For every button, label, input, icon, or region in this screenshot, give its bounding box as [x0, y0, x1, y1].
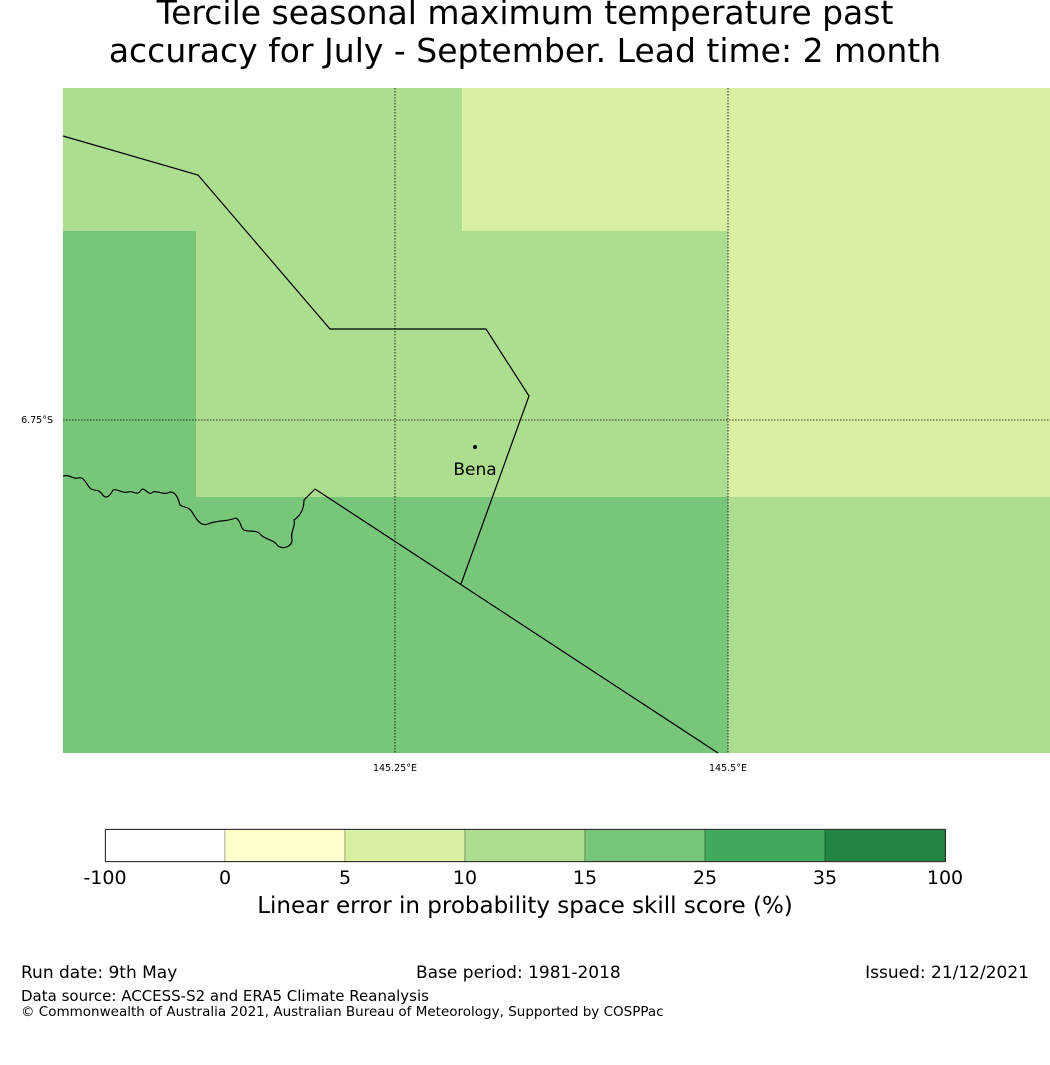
- map-title: Tercile seasonal maximum temperature pas…: [0, 0, 1050, 70]
- grid-cell: [462, 88, 595, 231]
- grid-cell: [728, 231, 861, 364]
- grid-cell: [196, 364, 329, 497]
- colorbar-bin: [104, 828, 226, 863]
- colorbar-tick-label: 35: [813, 867, 837, 889]
- grid-cell: [595, 88, 728, 231]
- lon-tick-label: 145.25°E: [373, 763, 417, 774]
- colorbar-tick-label: 5: [339, 867, 351, 889]
- grid-cell: [63, 364, 196, 497]
- colorbar-label: Linear error in probability space skill …: [257, 893, 793, 919]
- grid-cell: [63, 630, 196, 753]
- run-date: Run date: 9th May: [21, 963, 178, 983]
- grid-cell: [728, 630, 861, 753]
- colorbar-tick-label: 15: [573, 867, 597, 889]
- data-source: Data source: ACCESS-S2 and ERA5 Climate …: [21, 987, 429, 1005]
- grid-cell: [994, 231, 1050, 364]
- grid-cell: [994, 497, 1050, 630]
- colorbar-bin: [344, 828, 466, 863]
- grid-cell: [861, 231, 994, 364]
- grid-cell: [994, 88, 1050, 231]
- grid-cell: [329, 88, 462, 231]
- grid-cell: [329, 497, 462, 630]
- grid-cell: [196, 497, 329, 630]
- grid-cell: [462, 231, 595, 364]
- colorbar-outline: [105, 829, 946, 862]
- colorbar-bin: [584, 828, 706, 863]
- colorbar-bin: [704, 828, 826, 863]
- map-title-line-1: Tercile seasonal maximum temperature pas…: [156, 0, 894, 32]
- skill-grid: [63, 88, 1050, 753]
- colorbar-tick-label: 10: [453, 867, 477, 889]
- skill-map: Bena 6.75°S 145.25°E 145.5°E: [21, 88, 1050, 774]
- grid-cell: [728, 497, 861, 630]
- colorbar-bin: [824, 828, 946, 863]
- grid-cell: [329, 231, 462, 364]
- grid-cell: [861, 497, 994, 630]
- colorbar-tick-labels: -100 0 5 10 15 25 35 100: [83, 867, 963, 889]
- place-label: Bena: [453, 460, 496, 480]
- colorbar-tick-label: -100: [83, 867, 126, 889]
- copyright: © Commonwealth of Australia 2021, Austra…: [21, 1004, 664, 1020]
- grid-cell: [595, 364, 728, 497]
- colorbar: -100 0 5 10 15 25 35 100: [83, 828, 963, 889]
- grid-cell: [861, 364, 994, 497]
- grid-cell: [595, 497, 728, 630]
- colorbar-tick-label: 100: [927, 867, 963, 889]
- grid-cell: [63, 497, 196, 630]
- grid-cell: [994, 364, 1050, 497]
- grid-cell: [462, 630, 595, 753]
- issued-date: Issued: 21/12/2021: [865, 963, 1029, 983]
- grid-cell: [861, 88, 994, 231]
- grid-cell: [728, 364, 861, 497]
- colorbar-tick-label: 0: [219, 867, 231, 889]
- province-boundary-south: [314, 488, 719, 754]
- lat-tick-label: 6.75°S: [21, 415, 53, 426]
- grid-cell: [595, 630, 728, 753]
- colorbar-bin: [224, 828, 346, 863]
- base-period: Base period: 1981-2018: [416, 963, 621, 983]
- grid-cell: [329, 630, 462, 753]
- grid-cell: [462, 364, 595, 497]
- grid-cell: [861, 630, 994, 753]
- grid-cell: [63, 231, 196, 364]
- colorbar-tick-label: 25: [693, 867, 717, 889]
- river-line: [62, 474, 316, 549]
- colorbar-bins: [104, 828, 946, 863]
- grid-cell: [329, 364, 462, 497]
- map-title-line-2: accuracy for July - September. Lead time…: [108, 31, 942, 70]
- grid-cell: [728, 88, 861, 231]
- grid-cell: [196, 231, 329, 364]
- colorbar-bin: [464, 828, 586, 863]
- grid-cell: [994, 630, 1050, 753]
- grid-cell: [196, 630, 329, 753]
- province-boundary-north: [62, 135, 530, 585]
- bena-location-marker: [473, 445, 477, 449]
- grid-cell: [595, 231, 728, 364]
- lon-tick-label: 145.5°E: [709, 763, 747, 774]
- grid-cell: [196, 88, 329, 231]
- grid-cell: [63, 88, 196, 231]
